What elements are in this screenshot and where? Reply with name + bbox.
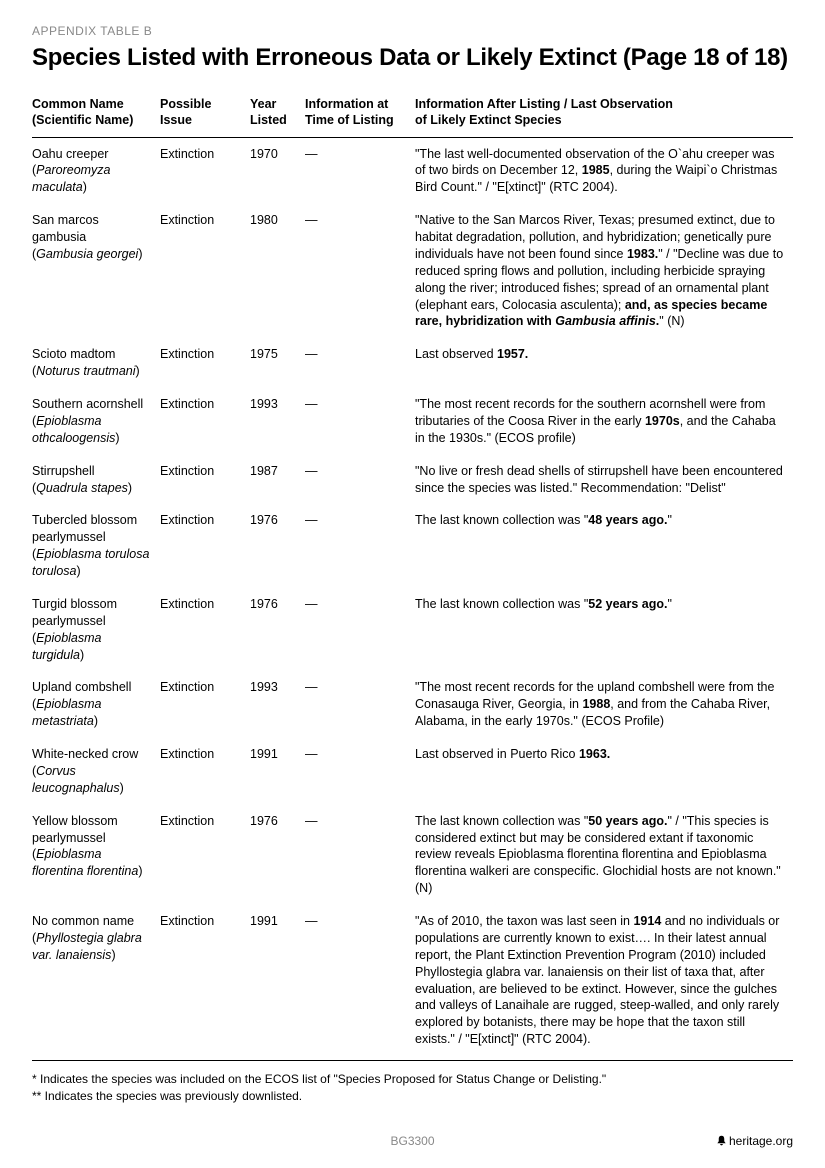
cell-name: Oahu creeper(Paroreomyza maculata) bbox=[32, 137, 160, 204]
cell-name: Scioto madtom(Noturus trautmani) bbox=[32, 338, 160, 388]
cell-before: — bbox=[305, 455, 415, 505]
table-row: Yellow blossom pearlymussel(Epioblasma f… bbox=[32, 805, 793, 905]
cell-after: The last known collection was "52 years … bbox=[415, 588, 793, 672]
page-title: Species Listed with Erroneous Data or Li… bbox=[32, 44, 793, 72]
cell-after: "The most recent records for the upland … bbox=[415, 671, 793, 738]
cell-after: "No live or fresh dead shells of stirrup… bbox=[415, 455, 793, 505]
cell-after: Last observed in Puerto Rico 1963. bbox=[415, 738, 793, 805]
cell-name: San marcos gambusia(Gambusia georgei) bbox=[32, 204, 160, 338]
cell-year: 1976 bbox=[250, 805, 305, 905]
cell-name: Stirrupshell(Quadrula stapes) bbox=[32, 455, 160, 505]
cell-name: Turgid blossom pearlymussel(Epioblasma t… bbox=[32, 588, 160, 672]
table-body: Oahu creeper(Paroreomyza maculata)Extinc… bbox=[32, 137, 793, 1061]
table-row: Oahu creeper(Paroreomyza maculata)Extinc… bbox=[32, 137, 793, 204]
cell-after: Last observed 1957. bbox=[415, 338, 793, 388]
cell-before: — bbox=[305, 588, 415, 672]
cell-issue: Extinction bbox=[160, 905, 250, 1061]
table-row: Upland combshell(Epioblasma metastriata)… bbox=[32, 671, 793, 738]
cell-name: White-necked crow(Corvus leucognaphalus) bbox=[32, 738, 160, 805]
table-row: Scioto madtom(Noturus trautmani)Extincti… bbox=[32, 338, 793, 388]
cell-issue: Extinction bbox=[160, 671, 250, 738]
cell-before: — bbox=[305, 204, 415, 338]
cell-name: Upland combshell(Epioblasma metastriata) bbox=[32, 671, 160, 738]
footnotes: * Indicates the species was included on … bbox=[32, 1071, 793, 1106]
species-table: Common Name(Scientific Name) Possible Is… bbox=[32, 90, 793, 1061]
table-header-row: Common Name(Scientific Name) Possible Is… bbox=[32, 90, 793, 137]
table-row: Turgid blossom pearlymussel(Epioblasma t… bbox=[32, 588, 793, 672]
table-row: White-necked crow(Corvus leucognaphalus)… bbox=[32, 738, 793, 805]
cell-name: Tubercled blossom pearlymussel(Epioblasm… bbox=[32, 504, 160, 588]
table-row: Tubercled blossom pearlymussel(Epioblasm… bbox=[32, 504, 793, 588]
cell-year: 1993 bbox=[250, 388, 305, 455]
cell-issue: Extinction bbox=[160, 338, 250, 388]
cell-year: 1993 bbox=[250, 671, 305, 738]
appendix-label: APPENDIX TABLE B bbox=[32, 24, 793, 38]
footer-org: heritage.org bbox=[435, 1134, 793, 1148]
cell-before: — bbox=[305, 671, 415, 738]
cell-before: — bbox=[305, 388, 415, 455]
col-head-name: Common Name(Scientific Name) bbox=[32, 90, 160, 137]
col-head-before: Information atTime of Listing bbox=[305, 90, 415, 137]
cell-before: — bbox=[305, 338, 415, 388]
footer-code: BG3300 bbox=[390, 1134, 434, 1148]
col-head-year: YearListed bbox=[250, 90, 305, 137]
cell-before: — bbox=[305, 738, 415, 805]
cell-name: No common name(Phyllostegia glabra var. … bbox=[32, 905, 160, 1061]
cell-year: 1980 bbox=[250, 204, 305, 338]
table-row: No common name(Phyllostegia glabra var. … bbox=[32, 905, 793, 1061]
cell-name: Southern acornshell(Epioblasma othcaloog… bbox=[32, 388, 160, 455]
col-head-after: Information After Listing / Last Observa… bbox=[415, 90, 793, 137]
cell-year: 1970 bbox=[250, 137, 305, 204]
cell-year: 1975 bbox=[250, 338, 305, 388]
cell-issue: Extinction bbox=[160, 738, 250, 805]
cell-before: — bbox=[305, 504, 415, 588]
footer: BG3300 heritage.org bbox=[32, 1134, 793, 1148]
cell-before: — bbox=[305, 137, 415, 204]
bell-icon bbox=[716, 1135, 727, 1146]
cell-year: 1991 bbox=[250, 738, 305, 805]
cell-issue: Extinction bbox=[160, 137, 250, 204]
cell-after: "The most recent records for the souther… bbox=[415, 388, 793, 455]
cell-year: 1987 bbox=[250, 455, 305, 505]
cell-name: Yellow blossom pearlymussel(Epioblasma f… bbox=[32, 805, 160, 905]
col-head-issue: Possible Issue bbox=[160, 90, 250, 137]
cell-after: "Native to the San Marcos River, Texas; … bbox=[415, 204, 793, 338]
cell-after: "As of 2010, the taxon was last seen in … bbox=[415, 905, 793, 1061]
cell-year: 1991 bbox=[250, 905, 305, 1061]
footnote-2: ** Indicates the species was previously … bbox=[32, 1088, 793, 1105]
cell-issue: Extinction bbox=[160, 204, 250, 338]
cell-issue: Extinction bbox=[160, 455, 250, 505]
cell-issue: Extinction bbox=[160, 588, 250, 672]
cell-after: The last known collection was "50 years … bbox=[415, 805, 793, 905]
cell-year: 1976 bbox=[250, 588, 305, 672]
table-row: San marcos gambusia(Gambusia georgei)Ext… bbox=[32, 204, 793, 338]
footnote-1: * Indicates the species was included on … bbox=[32, 1071, 793, 1088]
cell-issue: Extinction bbox=[160, 805, 250, 905]
cell-before: — bbox=[305, 805, 415, 905]
cell-before: — bbox=[305, 905, 415, 1061]
cell-after: "The last well-documented observation of… bbox=[415, 137, 793, 204]
table-row: Stirrupshell(Quadrula stapes)Extinction1… bbox=[32, 455, 793, 505]
cell-after: The last known collection was "48 years … bbox=[415, 504, 793, 588]
cell-year: 1976 bbox=[250, 504, 305, 588]
cell-issue: Extinction bbox=[160, 388, 250, 455]
table-row: Southern acornshell(Epioblasma othcaloog… bbox=[32, 388, 793, 455]
cell-issue: Extinction bbox=[160, 504, 250, 588]
